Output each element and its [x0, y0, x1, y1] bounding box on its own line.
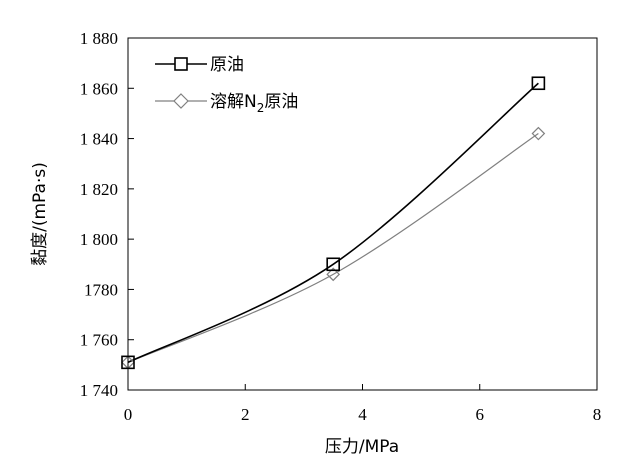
x-tick-label: 4	[358, 405, 367, 424]
series-1-point	[531, 76, 546, 91]
x-tick-label: 6	[476, 405, 485, 424]
series-1-point	[121, 355, 135, 370]
legend-marker-square	[174, 57, 188, 71]
x-tick-label: 0	[124, 405, 133, 424]
y-tick-label: 1 760	[80, 331, 118, 350]
series-line-1	[127, 82, 539, 364]
y-tick-label: 1780	[84, 280, 118, 299]
legend-label-series-2-part-2: 原油	[264, 92, 298, 112]
series-1-point	[326, 257, 340, 272]
y-tick-label: 1 840	[80, 130, 118, 149]
series-line-2	[127, 133, 539, 363]
x-tick-label: 2	[241, 405, 250, 424]
legend-label-series-2-subscript: 2	[257, 101, 265, 115]
series-2-point	[326, 267, 341, 282]
series-2-point	[531, 126, 546, 141]
x-axis-title: 压力/MPa	[325, 437, 399, 457]
legend-label-series-1: 原油	[210, 55, 244, 75]
y-tick-label: 1 860	[80, 79, 118, 98]
axis-tick-labels: 0 2 4 6 8 1 740 1 760 1780 1 800 1 820 1 840 1 860 1…	[80, 29, 602, 424]
axis-ticks	[127, 37, 598, 391]
y-tick-label: 1 800	[80, 230, 118, 249]
series-markers	[121, 76, 546, 370]
legend-label-series-2: 溶解N2原油	[210, 92, 298, 115]
series-lines	[127, 82, 539, 364]
legend-marker-diamond	[173, 93, 189, 109]
y-tick-label: 1 820	[80, 180, 118, 199]
y-axis-title: 黏度/(mPa·s)	[30, 162, 50, 266]
x-tick-label: 8	[593, 405, 602, 424]
plot-frame	[127, 37, 598, 391]
legend-label-series-2-part-1: 溶解N	[210, 92, 257, 112]
y-tick-label: 1 740	[80, 381, 118, 400]
y-tick-label: 1 880	[80, 29, 118, 48]
legend: 原油 溶解N2原油	[155, 55, 298, 115]
